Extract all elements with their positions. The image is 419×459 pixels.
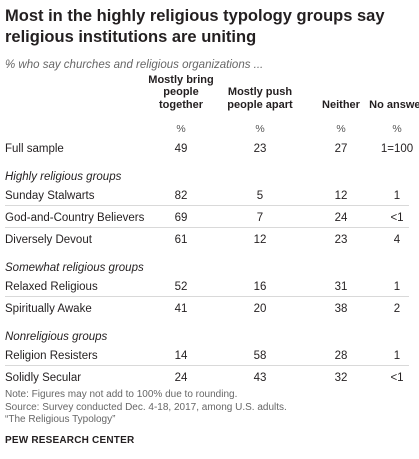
column-header-line: No answer (369, 98, 419, 111)
row-label: Religion Resisters (5, 350, 98, 362)
row-divider (5, 227, 409, 228)
title-line-1: Most in the highly religious typology gr… (5, 7, 385, 25)
table-cell: 1 (393, 281, 401, 293)
note-line: Source: Survey conducted Dec. 4-18, 2017… (5, 401, 287, 413)
column-header-2: Mostly push people apart (220, 86, 300, 111)
row-divider (5, 296, 409, 297)
table-cell: 2 (393, 303, 401, 315)
table-cell: <1 (390, 212, 404, 224)
column-header-line: Mostly bring (148, 73, 214, 86)
column-unit: % (176, 123, 186, 135)
table-cell: 69 (174, 212, 188, 224)
row-divider (5, 205, 409, 206)
table-cell: 52 (174, 281, 188, 293)
table-cell: 12 (334, 190, 348, 202)
column-unit: % (255, 123, 265, 135)
table-cell: 1 (393, 190, 401, 202)
row-label: God-and-Country Believers (5, 212, 145, 224)
group-label: Highly religious groups (5, 171, 122, 183)
table-cell: 61 (174, 234, 188, 246)
table-cell: 38 (334, 303, 348, 315)
row-label: Sunday Stalwarts (5, 190, 95, 202)
column-header-line: Mostly push (227, 86, 293, 98)
row-label: Spiritually Awake (5, 303, 92, 315)
table-cell: 23 (334, 234, 348, 246)
column-unit: % (336, 123, 346, 135)
column-unit: % (392, 123, 402, 135)
column-header-line: people (163, 86, 199, 98)
title-line-2: religious institutions are uniting (5, 28, 257, 46)
group-label: Nonreligious groups (5, 331, 108, 343)
row-divider (5, 365, 409, 366)
table-cell: 43 (253, 372, 267, 384)
table-cell: 1 (393, 350, 401, 362)
row-label: Full sample (5, 143, 64, 155)
table-cell: 32 (334, 372, 348, 384)
table-cell: 24 (174, 372, 188, 384)
table-cell: 41 (174, 303, 188, 315)
table-cell: 28 (334, 350, 348, 362)
table-cell: 4 (393, 234, 401, 246)
table-cell: 20 (253, 303, 267, 315)
chart-subtitle: % who say churches and religious organiz… (5, 59, 264, 71)
column-header-line: together (159, 98, 203, 111)
table-cell: 31 (334, 281, 348, 293)
group-label: Somewhat religious groups (5, 262, 144, 274)
table-cell: 12 (253, 234, 267, 246)
table-cell: 7 (256, 212, 264, 224)
note-line: “The Religious Typology” (5, 414, 116, 425)
column-header-1: Mostly bring people together (141, 74, 221, 112)
note-line: Note: Figures may not add to 100% due to… (5, 389, 238, 400)
table-cell: 23 (253, 143, 267, 155)
table-cell: 14 (174, 350, 188, 362)
table-cell: <1 (390, 372, 404, 384)
source-label: PEW RESEARCH CENTER (5, 435, 135, 446)
table-cell: 49 (174, 143, 188, 155)
table-cell: 24 (334, 212, 348, 224)
table-cell: 16 (253, 281, 267, 293)
column-header-3: Neither (301, 99, 381, 112)
row-label: Relaxed Religious (5, 281, 98, 293)
table-cell: 1=100 (380, 143, 414, 155)
column-header-4: No answer (357, 99, 419, 112)
row-label: Solidly Secular (5, 372, 82, 384)
row-label: Diversely Devout (5, 234, 92, 246)
table-cell: 27 (334, 143, 348, 155)
table-cell: 82 (174, 190, 188, 202)
table-cell: 58 (253, 350, 267, 362)
column-header-line: people apart (227, 98, 293, 111)
column-header-line: Neither (322, 98, 360, 111)
chart-title: Most in the highly religious typology gr… (5, 6, 405, 48)
table-cell: 5 (256, 190, 264, 202)
